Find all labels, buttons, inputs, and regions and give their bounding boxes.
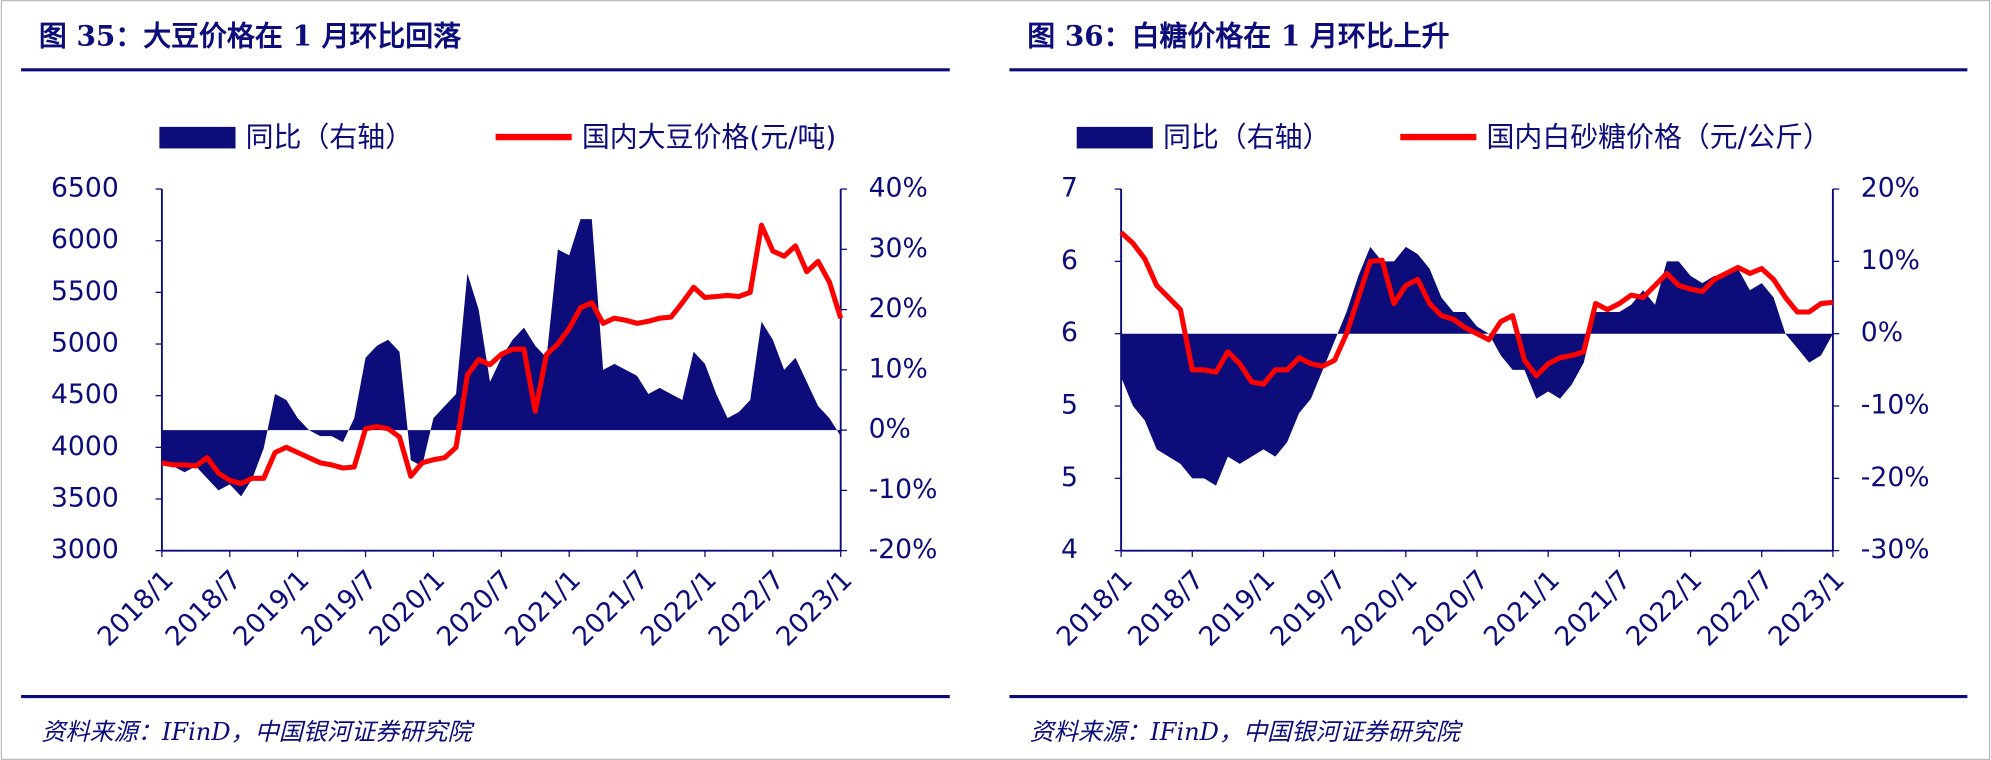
y2-tick-label: -20% <box>1861 462 1930 493</box>
chart-title: 图 35：大豆价格在 1 月环比回落 <box>39 20 462 53</box>
y2-tick-label: -10% <box>1861 390 1930 421</box>
yoy-area <box>161 219 841 497</box>
y2-tick-label: 40% <box>869 173 928 204</box>
y-tick-label: 3500 <box>51 482 119 513</box>
y-tick-label: 6000 <box>51 224 119 255</box>
legend-label: 国内白砂糖价格（元/公斤） <box>1487 120 1831 153</box>
y-tick-label: 7 <box>1061 173 1078 204</box>
y-tick-label: 6 <box>1061 245 1078 276</box>
y2-tick-label: 0% <box>1861 317 1903 348</box>
y-tick-label: 4 <box>1061 534 1078 565</box>
source-note: 资料来源：IFinD，中国银河证券研究院 <box>41 718 475 746</box>
y2-tick-label: 20% <box>1861 173 1920 204</box>
y-tick-label: 5 <box>1061 390 1078 421</box>
y-tick-label: 6 <box>1061 317 1078 348</box>
source-note: 资料来源：IFinD，中国银河证券研究院 <box>1030 718 1464 746</box>
y2-tick-label: -30% <box>1861 534 1930 565</box>
price-line <box>161 222 844 487</box>
y-tick-label: 4000 <box>51 431 119 462</box>
y-tick-label: 4500 <box>51 379 119 410</box>
legend-label: 同比（右轴） <box>246 120 413 153</box>
y-tick-label: 3000 <box>51 534 119 565</box>
y-tick-label: 5000 <box>51 328 119 359</box>
y-tick-label: 5 <box>1061 462 1078 493</box>
chart-title: 图 36：白糖价格在 1 月环比上升 <box>1027 20 1449 53</box>
y2-tick-label: -20% <box>869 534 938 565</box>
y2-tick-label: -10% <box>869 474 938 505</box>
legend-label: 同比（右轴） <box>1163 120 1330 153</box>
yoy-area <box>1121 246 1833 486</box>
y2-tick-label: 0% <box>869 414 911 445</box>
y2-tick-label: 30% <box>869 233 928 264</box>
y2-tick-label: 20% <box>869 293 928 324</box>
price-line <box>1119 230 1834 387</box>
legend-swatch <box>1076 126 1153 149</box>
y2-tick-label: 10% <box>1861 245 1920 276</box>
y2-tick-label: 10% <box>869 353 928 384</box>
legend-swatch <box>159 126 236 149</box>
y-tick-label: 5500 <box>51 276 119 307</box>
legend-label: 国内大豆价格(元/吨) <box>582 120 836 153</box>
y-tick-label: 6500 <box>51 173 119 204</box>
